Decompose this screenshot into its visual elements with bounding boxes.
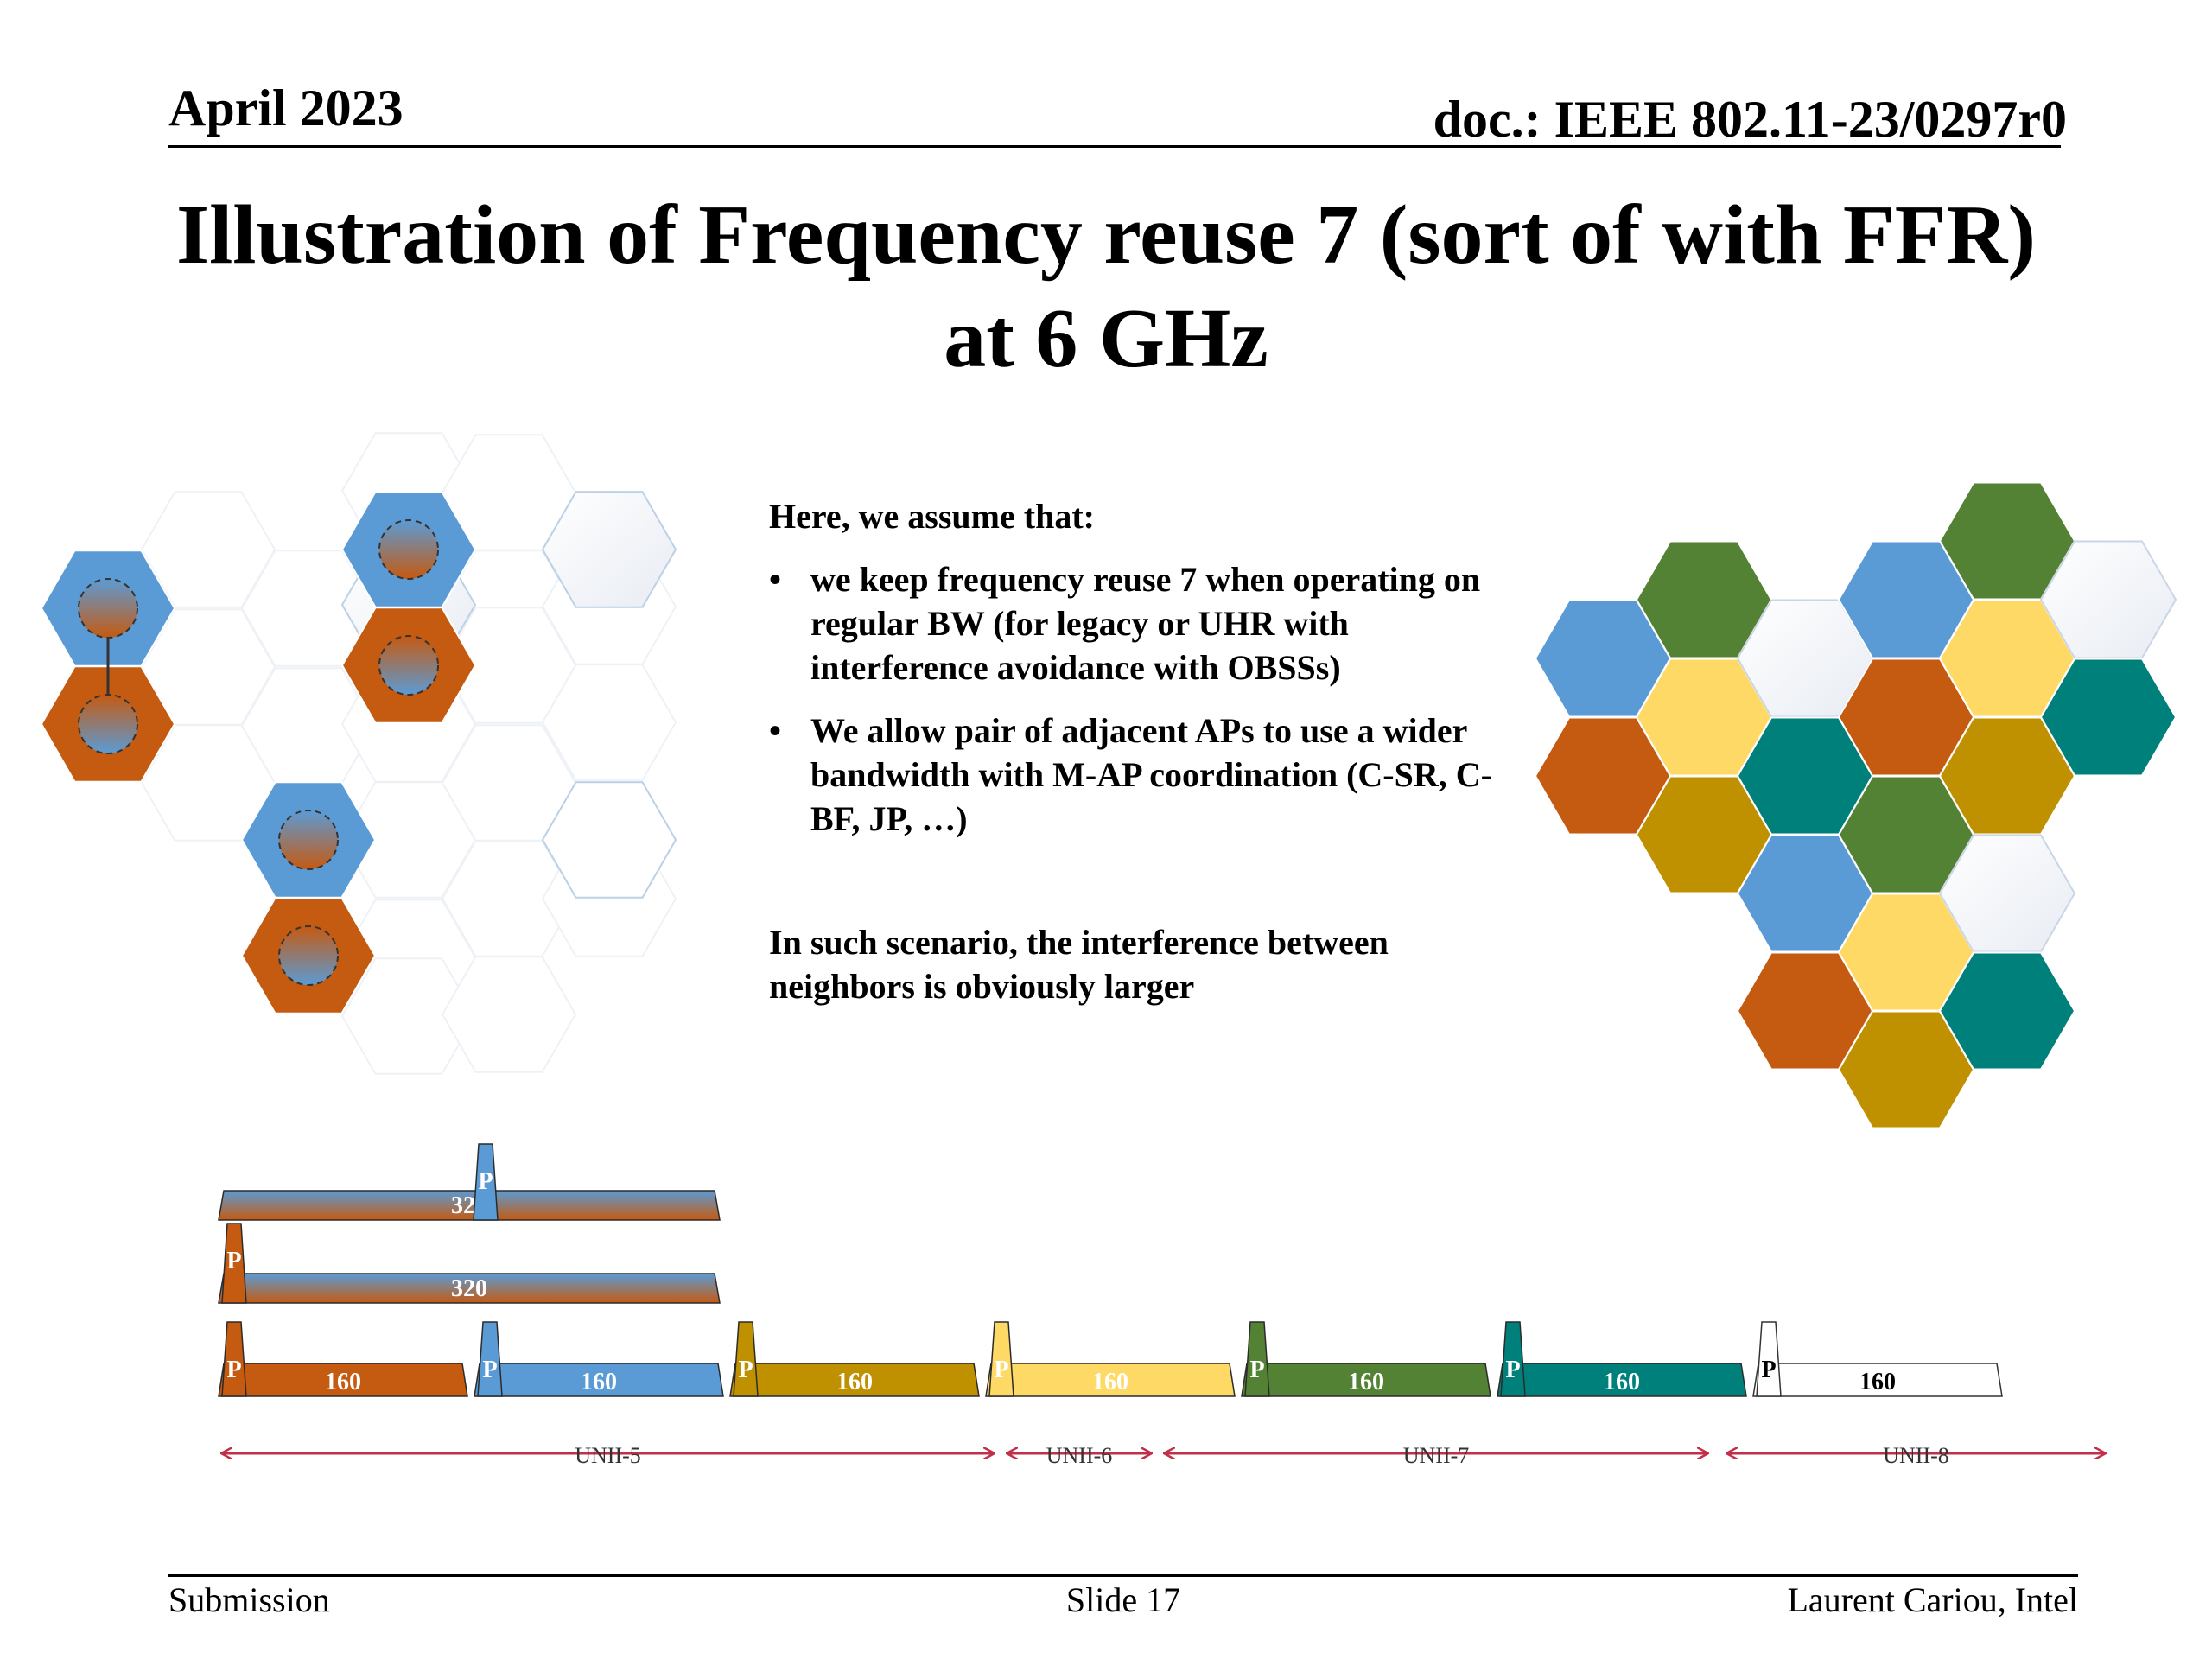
channel-160-label: 160 (1859, 1369, 1896, 1395)
band-label: UNII-8 (1883, 1443, 1949, 1468)
primary-channel-marker (1244, 1321, 1270, 1397)
band-label: UNII-7 (1403, 1443, 1470, 1468)
channel-160-label: 160 (1092, 1369, 1128, 1395)
teal-cell-hex (2039, 658, 2177, 777)
blue-channel-bar (474, 1363, 724, 1397)
assumption-text: We allow pair of adjacent APs to use a w… (810, 711, 1492, 838)
header-rule (168, 145, 2061, 148)
channel-160-label: 160 (581, 1369, 617, 1395)
empty-cell-hex (140, 491, 276, 608)
primary-label: P (1505, 1357, 1520, 1383)
band-label: UNII-5 (575, 1443, 641, 1468)
coverage-circle-icon (78, 578, 138, 639)
primary-label: P (738, 1357, 753, 1383)
white-channel-bar (1752, 1363, 2003, 1397)
assumptions-text: Here, we assume that: • we keep frequency… (769, 494, 1529, 1008)
primary-label: P (1761, 1357, 1776, 1383)
primary-channel-marker (477, 1321, 503, 1397)
teal-channel-bar (1497, 1363, 1747, 1397)
primary-channel-marker (221, 1223, 247, 1304)
empty-cell-hex (541, 781, 677, 899)
assumption-bullet: • We allow pair of adjacent APs to use a … (769, 709, 1529, 841)
channel-160-label: 160 (1604, 1369, 1640, 1395)
title-line-2: at 6 GHz (944, 292, 1268, 385)
primary-channel-marker (1500, 1321, 1526, 1397)
left-hex-cluster (40, 432, 677, 1075)
channel-plan: P 160 P 160 P 160 P 160 P 160 P 160 P 160320P320PUNII… (218, 1143, 2105, 1468)
primary-channel-marker (1756, 1321, 1782, 1397)
primary-channel-marker (733, 1321, 759, 1397)
primary-label: P (226, 1357, 241, 1383)
band-label: UNII-6 (1046, 1443, 1113, 1468)
footer-submission: Submission (168, 1580, 330, 1619)
footer-slide-number: Slide 17 (1065, 1580, 1181, 1619)
channel-160-label: 160 (1348, 1369, 1384, 1395)
channel-160-label: 160 (836, 1369, 873, 1395)
wide-channel-bar (218, 1190, 721, 1221)
assumption-text: we keep frequency reuse 7 when operating… (810, 560, 1481, 687)
assumptions-conclusion: In such scenario, the interference betwe… (769, 923, 1389, 1006)
primary-label: P (482, 1357, 497, 1383)
bullet-dot-icon: • (769, 560, 782, 599)
coverage-circle-icon (78, 694, 138, 754)
orange-channel-bar (218, 1363, 468, 1397)
title-line-1: Illustration of Frequency reuse 7 (sort … (175, 188, 2037, 282)
primary-label: P (478, 1168, 493, 1195)
channel-320-label: 320 (451, 1275, 487, 1302)
right-hex-cluster (1534, 481, 2177, 1129)
yellow-channel-bar (985, 1363, 1236, 1397)
slide-title: Illustration of Frequency reuse 7 (sort … (0, 183, 2212, 391)
assumptions-intro: Here, we assume that: (769, 497, 1095, 536)
wide-channel-bar (218, 1273, 721, 1304)
empty-cell-hex (541, 664, 677, 781)
header-date: April 2023 (168, 79, 404, 137)
assumptions-list: • we keep frequency reuse 7 when operatin… (769, 557, 1529, 841)
footer-rule (168, 1574, 2078, 1577)
primary-label: P (226, 1248, 241, 1274)
teal-cell-hex (1938, 951, 2076, 1071)
bullet-dot-icon: • (769, 711, 782, 750)
empty-cell-hex (541, 491, 677, 608)
primary-label: P (994, 1357, 1008, 1383)
coverage-circle-icon (278, 925, 339, 986)
coverage-circle-icon (378, 519, 439, 580)
channel-160-label: 160 (325, 1369, 361, 1395)
assumption-bullet: • we keep frequency reuse 7 when operatin… (769, 557, 1529, 690)
primary-channel-marker (221, 1321, 247, 1397)
header-doc-id: doc.: IEEE 802.11-23/0297r0 (1433, 91, 2067, 148)
primary-label: P (1249, 1357, 1264, 1383)
coverage-circle-icon (378, 635, 439, 696)
coverage-circle-icon (278, 810, 339, 870)
primary-channel-marker (988, 1321, 1014, 1397)
primary-channel-marker (473, 1143, 499, 1221)
gold-channel-bar (729, 1363, 980, 1397)
green-channel-bar (1241, 1363, 1491, 1397)
footer-author: Laurent Cariou, Intel (1787, 1580, 2078, 1619)
empty-cell-hex (441, 956, 577, 1073)
